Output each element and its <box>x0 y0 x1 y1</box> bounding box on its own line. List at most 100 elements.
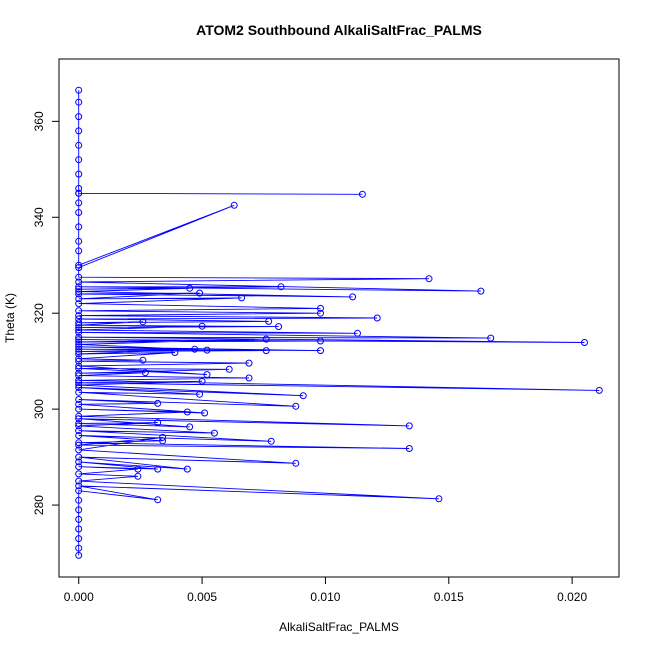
data-point <box>225 365 233 373</box>
data-point <box>75 189 83 197</box>
data-point <box>75 127 83 135</box>
data-point <box>425 275 433 283</box>
data-point <box>196 289 204 297</box>
data-point <box>75 400 83 408</box>
data-point <box>299 392 307 400</box>
data-point <box>75 156 83 164</box>
series-line <box>78 90 600 556</box>
data-point <box>183 408 191 416</box>
data-point <box>262 335 270 343</box>
data-point <box>75 535 83 543</box>
data-point <box>75 278 83 286</box>
data-point <box>75 362 83 370</box>
data-point <box>75 321 83 329</box>
x-axis: 0.000 0.005 0.010 0.015 0.020 <box>64 576 587 604</box>
data-point <box>75 141 83 149</box>
data-point <box>75 319 83 327</box>
data-point <box>435 495 443 503</box>
data-point <box>75 515 83 523</box>
data-point <box>405 422 413 430</box>
data-point <box>139 318 147 326</box>
data-point <box>183 465 191 473</box>
data-point <box>75 264 83 272</box>
data-point <box>134 465 142 473</box>
data-point <box>75 506 83 514</box>
data-point <box>75 364 83 372</box>
data-point <box>75 333 83 341</box>
data-point <box>75 412 83 420</box>
x-tick-label: 0.020 <box>557 590 587 604</box>
data-point <box>75 432 83 439</box>
data-point <box>75 307 83 315</box>
data-point <box>238 294 246 302</box>
data-point <box>317 304 324 312</box>
x-tick-label: 0.000 <box>64 590 94 604</box>
data-point <box>171 349 179 356</box>
data-point <box>198 377 206 385</box>
data-point <box>487 334 495 342</box>
x-tick-label: 0.015 <box>434 590 464 604</box>
data-point <box>75 355 83 363</box>
data-point <box>75 396 83 403</box>
data-point <box>317 337 324 345</box>
data-point <box>75 113 83 121</box>
data-point <box>154 399 162 407</box>
data-point <box>75 369 83 377</box>
data-point <box>75 209 83 216</box>
y-axis: 280 300 320 340 360 <box>32 111 60 515</box>
data-point <box>75 384 83 391</box>
data-point <box>210 429 218 437</box>
data-point <box>154 419 162 427</box>
data-point <box>75 273 83 281</box>
data-point <box>191 345 199 353</box>
data-point <box>201 409 209 417</box>
x-axis-label: AlkaliSaltFrac_PALMS <box>279 620 399 634</box>
data-point <box>405 445 413 452</box>
data-point <box>75 312 83 320</box>
data-point <box>75 98 83 106</box>
data-point <box>75 247 83 255</box>
data-point <box>75 290 83 298</box>
x-tick-label: 0.010 <box>310 590 340 604</box>
data-point <box>267 437 275 445</box>
data-point <box>317 309 324 317</box>
data-point <box>75 285 83 293</box>
chart-title: ATOM2 Southbound AlkaliSaltFrac_PALMS <box>196 22 482 38</box>
data-point <box>75 336 83 344</box>
data-point <box>75 261 83 269</box>
data-point <box>186 423 194 431</box>
data-point <box>75 345 83 353</box>
data-point <box>75 439 83 447</box>
data-point <box>75 185 83 192</box>
data-point <box>75 458 83 466</box>
data-point <box>75 170 83 178</box>
data-point <box>198 322 206 330</box>
data-point <box>75 379 83 387</box>
data-point <box>262 347 270 355</box>
data-point <box>75 496 83 504</box>
data-point <box>245 374 253 382</box>
data-point <box>75 427 83 435</box>
data-point <box>75 463 83 471</box>
data-point <box>75 338 83 346</box>
data-point <box>75 348 83 356</box>
data-point <box>75 544 83 552</box>
data-point <box>230 201 238 209</box>
data-point <box>75 223 83 231</box>
data-point <box>75 487 83 495</box>
data-point <box>75 328 83 336</box>
data-point <box>75 199 83 207</box>
data-point <box>358 190 366 198</box>
x-tick-label: 0.005 <box>187 590 217 604</box>
data-point <box>75 415 83 423</box>
data-point <box>75 295 83 303</box>
data-point <box>139 356 147 364</box>
data-point <box>581 339 588 346</box>
data-point <box>154 496 162 504</box>
plot-area <box>75 86 603 559</box>
data-point <box>75 381 83 389</box>
data-point <box>595 386 603 394</box>
data-point <box>203 371 211 379</box>
data-point <box>186 284 194 292</box>
